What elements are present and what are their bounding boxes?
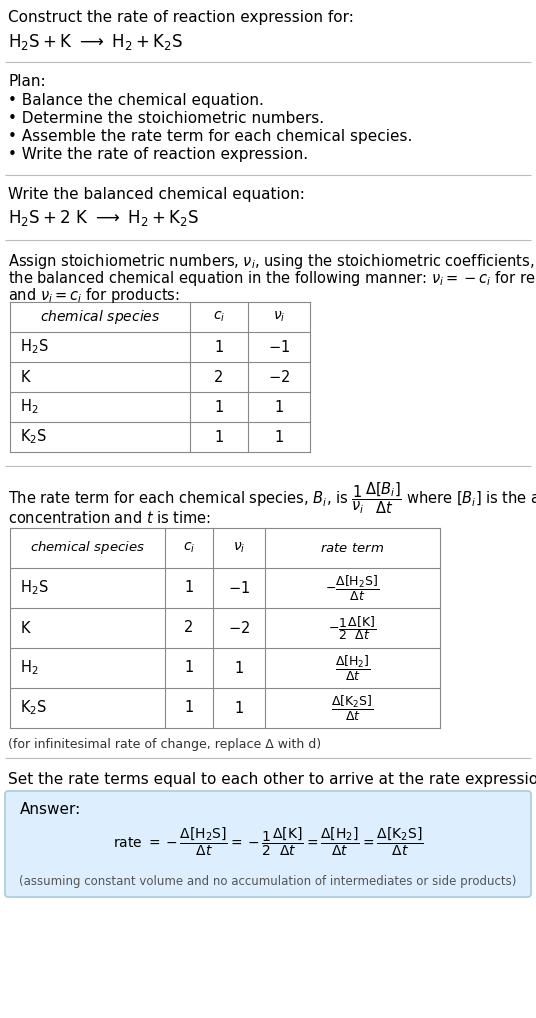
FancyBboxPatch shape [5,791,531,897]
Text: 1: 1 [214,339,224,354]
Text: concentration and $t$ is time:: concentration and $t$ is time: [8,510,211,526]
Text: • Write the rate of reaction expression.: • Write the rate of reaction expression. [8,147,308,162]
Text: 1: 1 [184,700,193,716]
Text: $\mathrm{H_2S}$: $\mathrm{H_2S}$ [20,578,49,598]
Text: $c_i$: $c_i$ [213,309,225,324]
Text: $1$: $1$ [274,399,284,415]
Text: $1$: $1$ [234,700,244,716]
Text: • Assemble the rate term for each chemical species.: • Assemble the rate term for each chemic… [8,129,412,144]
Text: • Determine the stoichiometric numbers.: • Determine the stoichiometric numbers. [8,111,324,126]
Text: $\mathrm{H_2}$: $\mathrm{H_2}$ [20,398,39,416]
Text: $\mathit{rate\ term}$: $\mathit{rate\ term}$ [321,542,384,555]
Text: $\mathit{chemical\ species}$: $\mathit{chemical\ species}$ [30,540,145,557]
Text: $-1$: $-1$ [228,580,250,596]
Text: $\mathrm{H_2}$: $\mathrm{H_2}$ [20,659,39,677]
Text: Plan:: Plan: [8,74,46,89]
Text: Answer:: Answer: [20,802,81,817]
Text: 2: 2 [214,370,224,385]
Text: the balanced chemical equation in the following manner: $\nu_i = -c_i$ for react: the balanced chemical equation in the fo… [8,269,536,288]
Text: 2: 2 [184,621,193,635]
Text: $-\dfrac{\Delta[\mathrm{H_2S}]}{\Delta t}$: $-\dfrac{\Delta[\mathrm{H_2S}]}{\Delta t… [325,573,379,603]
Text: $-1$: $-1$ [268,339,290,355]
Text: $-2$: $-2$ [228,620,250,636]
Text: $\nu_i$: $\nu_i$ [233,541,245,555]
Text: 1: 1 [214,399,224,414]
Text: (assuming constant volume and no accumulation of intermediates or side products): (assuming constant volume and no accumul… [19,875,517,889]
Text: $-2$: $-2$ [268,369,290,385]
Text: Write the balanced chemical equation:: Write the balanced chemical equation: [8,187,305,202]
Text: $\mathrm{K}$: $\mathrm{K}$ [20,369,32,385]
Text: $\nu_i$: $\nu_i$ [273,309,285,324]
Text: Set the rate terms equal to each other to arrive at the rate expression:: Set the rate terms equal to each other t… [8,772,536,787]
Text: $\mathrm{K}$: $\mathrm{K}$ [20,620,32,636]
Text: $\mathrm{H_2S + 2\ K \ {\longrightarrow}\ H_2 + K_2S}$: $\mathrm{H_2S + 2\ K \ {\longrightarrow}… [8,208,199,228]
Text: $c_i$: $c_i$ [183,541,195,555]
Text: • Balance the chemical equation.: • Balance the chemical equation. [8,93,264,108]
Text: $-\dfrac{1}{2}\dfrac{\Delta[\mathrm{K}]}{\Delta t}$: $-\dfrac{1}{2}\dfrac{\Delta[\mathrm{K}]}… [328,614,377,642]
Text: Construct the rate of reaction expression for:: Construct the rate of reaction expressio… [8,10,354,25]
Text: $\mathrm{H_2S + K \ {\longrightarrow}\ H_2 + K_2S}$: $\mathrm{H_2S + K \ {\longrightarrow}\ H… [8,32,183,52]
Text: 1: 1 [184,580,193,596]
Text: $\mathrm{K_2S}$: $\mathrm{K_2S}$ [20,698,47,718]
Text: (for infinitesimal rate of change, replace Δ with d): (for infinitesimal rate of change, repla… [8,738,321,751]
Text: $1$: $1$ [234,660,244,676]
Text: $\mathrm{H_2S}$: $\mathrm{H_2S}$ [20,338,49,356]
Text: rate $= -\dfrac{\Delta[\mathrm{H_2S}]}{\Delta t} = -\dfrac{1}{2}\dfrac{\Delta[\m: rate $= -\dfrac{\Delta[\mathrm{H_2S}]}{\… [113,826,423,858]
Text: $\mathit{chemical\ species}$: $\mathit{chemical\ species}$ [40,308,160,326]
Text: 1: 1 [184,661,193,676]
Text: $\dfrac{\Delta[\mathrm{K_2S}]}{\Delta t}$: $\dfrac{\Delta[\mathrm{K_2S}]}{\Delta t}… [331,693,374,723]
Text: The rate term for each chemical species, $B_i$, is $\dfrac{1}{\nu_i}\dfrac{\Delt: The rate term for each chemical species,… [8,480,536,515]
Text: Assign stoichiometric numbers, $\nu_i$, using the stoichiometric coefficients, $: Assign stoichiometric numbers, $\nu_i$, … [8,252,536,271]
Text: 1: 1 [214,430,224,445]
Text: $\mathrm{K_2S}$: $\mathrm{K_2S}$ [20,428,47,446]
Text: $\dfrac{\Delta[\mathrm{H_2}]}{\Delta t}$: $\dfrac{\Delta[\mathrm{H_2}]}{\Delta t}$ [334,654,370,682]
Text: $1$: $1$ [274,429,284,445]
Text: and $\nu_i = c_i$ for products:: and $\nu_i = c_i$ for products: [8,286,180,305]
